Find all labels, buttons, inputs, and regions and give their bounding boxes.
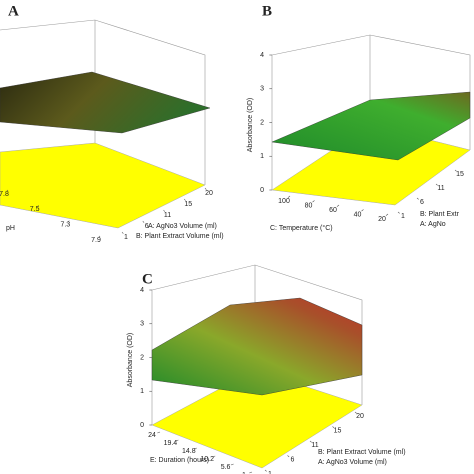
x-tick-label: 10.2 <box>200 456 214 463</box>
z-tick-label: 4 <box>140 287 144 294</box>
panel-letter: A <box>8 3 19 19</box>
panel-b: B Absorbance (OD) C: Temperature (°C) B:… <box>247 3 471 232</box>
x-tick-label: 20 <box>378 216 386 223</box>
y-tick-label: 15 <box>456 171 464 178</box>
x-axis-label: E: Duration (hours) <box>150 457 209 464</box>
tick-mark <box>435 183 438 186</box>
tick-mark <box>287 455 290 458</box>
tick-mark <box>309 440 312 443</box>
box-edge <box>0 19 206 185</box>
tick-mark <box>361 209 364 212</box>
z-tick-label: 3 <box>260 86 264 93</box>
panel-letter: C <box>142 271 153 287</box>
x-tick-label: 80 <box>305 202 313 209</box>
x-tick-label: 40 <box>354 211 362 218</box>
z-tick-label: 2 <box>260 119 264 126</box>
z-tick-label: 0 <box>260 187 264 194</box>
y-axis-label: B: Plant Extract Volume (ml) <box>318 449 406 456</box>
y2-axis-label: A: AgNo <box>420 221 446 228</box>
x-tick-label: 1 <box>242 472 246 474</box>
tick-mark <box>287 195 291 198</box>
y-tick-label: 1 <box>268 471 272 474</box>
surface <box>151 297 363 396</box>
surface <box>0 71 211 134</box>
tick-mark <box>163 209 166 212</box>
tick-mark <box>157 431 161 434</box>
x-tick-label: 7.9 <box>91 237 101 244</box>
tick-mark <box>397 211 400 214</box>
tick-mark <box>121 231 124 234</box>
y-tick-label: 20 <box>205 190 213 197</box>
x-tick-label: 60 <box>329 207 337 214</box>
y-tick-label: 15 <box>334 427 342 434</box>
y-tick-label: 11 <box>311 442 318 449</box>
x-tick-label: 14.8 <box>182 448 196 455</box>
tick-mark <box>37 205 39 207</box>
x-axis-label: pH <box>6 225 15 232</box>
tick-mark <box>194 447 197 450</box>
x-tick-label: 100 <box>278 198 290 205</box>
x-tick-label: 5.6 <box>221 464 231 471</box>
tick-mark <box>416 197 419 200</box>
y-tick-label: 11 <box>437 185 444 192</box>
y-tick-label: 1 <box>124 234 128 241</box>
y-tick-label: 20 <box>356 413 364 420</box>
y-tick-label: 1 <box>401 213 405 220</box>
tick-mark <box>230 463 234 466</box>
x-tick-label: 7.3 <box>60 222 70 229</box>
z-axis-label: Absorbance (OD) <box>247 98 254 152</box>
panel-a: A pH A: AgNo3 Volume (ml) B: Plant Extra… <box>0 3 224 240</box>
x-tick-label: 19.4 <box>164 440 178 447</box>
tick-mark <box>354 411 357 414</box>
tick-mark <box>212 455 216 458</box>
x-axis-label: C: Temperature (°C) <box>270 224 333 232</box>
y2-axis-label: A: AgNo3 Volume (ml) <box>318 459 387 466</box>
tick-mark <box>6 189 9 192</box>
y-tick-label: 6 <box>145 223 149 230</box>
panel-letter: B <box>262 3 272 19</box>
floor <box>0 142 206 229</box>
y-axis-label: A: AgNo3 Volume (ml) <box>148 223 217 230</box>
z-axis-label: Absorbance (OD) <box>127 333 134 387</box>
tick-mark <box>312 200 315 203</box>
z-tick-label: 0 <box>140 422 144 429</box>
z-tick-label: 3 <box>140 321 144 328</box>
tick-mark <box>184 198 186 201</box>
tick-mark <box>204 187 207 190</box>
panel-c: C Absorbance (OD) E: Duration (hours) B:… <box>127 264 406 469</box>
y-tick-label: 15 <box>184 201 192 208</box>
x-tick-label: 7.8 <box>0 191 9 198</box>
tick-mark <box>336 204 340 207</box>
surface <box>271 91 471 161</box>
tick-mark <box>454 169 457 172</box>
y-axis-label: B: Plant Extr <box>420 211 460 218</box>
z-tick-label: 1 <box>260 153 264 160</box>
y-tick-label: 6 <box>420 199 424 206</box>
tick-mark <box>385 213 389 216</box>
x-tick-label: 7.5 <box>30 206 40 213</box>
y-tick-label: 11 <box>164 212 171 219</box>
tick-mark <box>332 426 335 429</box>
z-tick-label: 2 <box>140 354 144 361</box>
tick-mark <box>249 471 253 474</box>
x-tick-label: 24 <box>148 432 156 439</box>
y-tick-label: 6 <box>291 456 295 463</box>
tick-mark <box>142 220 145 223</box>
tick-mark <box>67 220 70 223</box>
tick-mark <box>175 439 179 442</box>
z-tick-label: 4 <box>260 52 264 59</box>
tick-mark <box>98 235 101 238</box>
z-tick-label: 1 <box>140 388 144 395</box>
y2-axis-label: B: Plant Extract Volume (ml) <box>136 233 224 240</box>
tick-mark <box>264 469 267 472</box>
